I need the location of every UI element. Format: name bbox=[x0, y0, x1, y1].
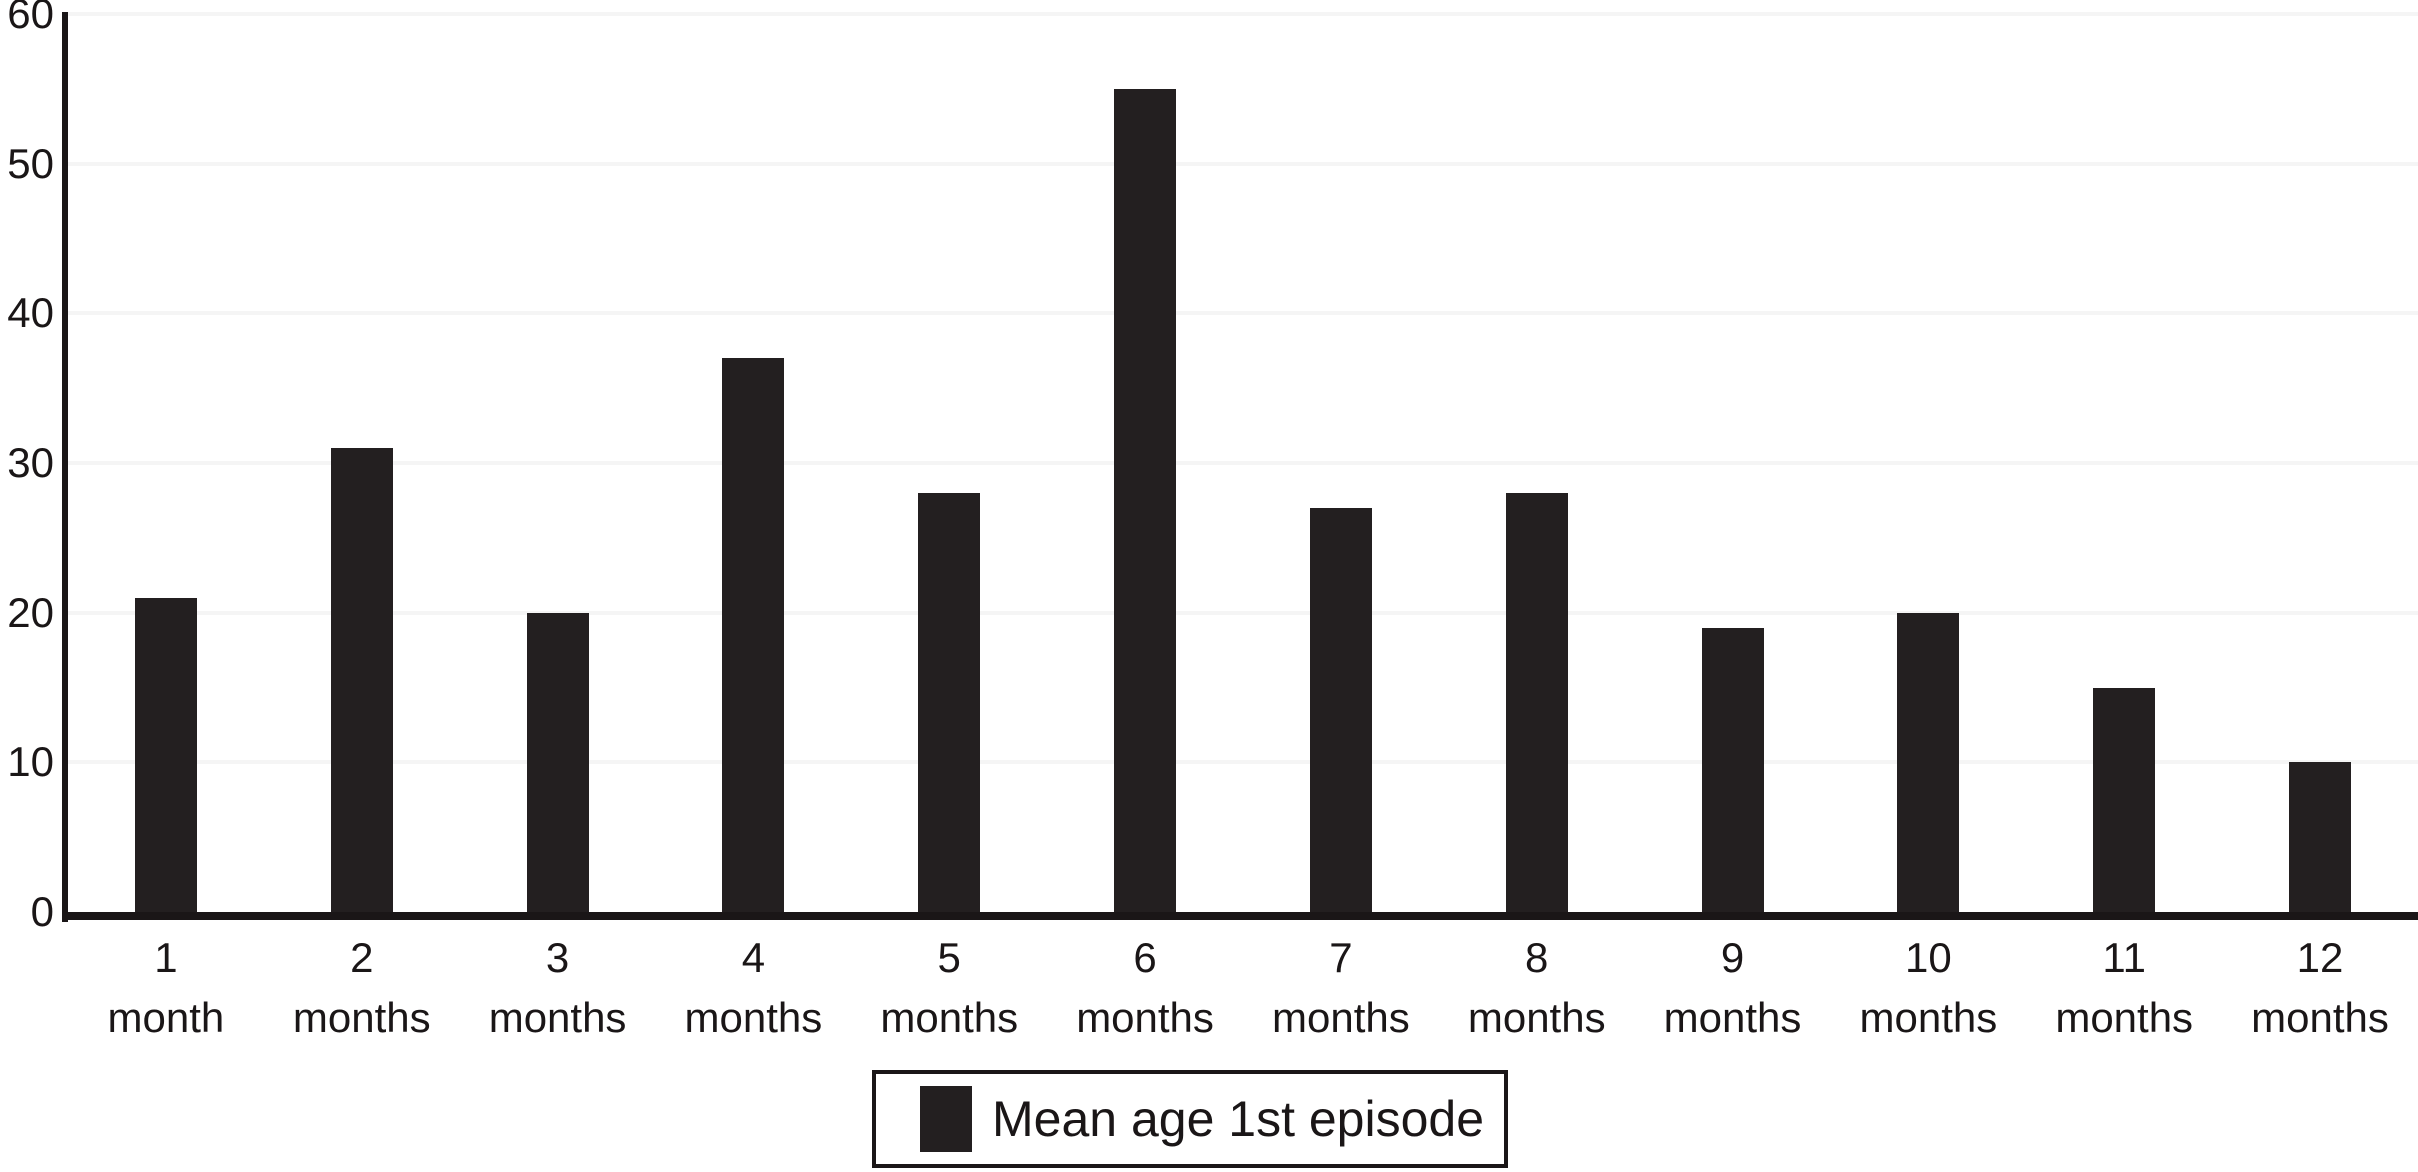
x-label-7-months: 7 months bbox=[1243, 922, 1439, 1048]
gridline-20 bbox=[68, 610, 2418, 615]
x-label-11-months: 11 months bbox=[2026, 922, 2222, 1048]
legend-swatch bbox=[920, 1086, 972, 1152]
x-label-number: 8 bbox=[1525, 934, 1549, 981]
y-axis-line bbox=[62, 12, 68, 922]
x-label-number: 2 bbox=[350, 934, 374, 981]
x-label-number: 12 bbox=[2296, 934, 2344, 981]
x-label-unit: months bbox=[880, 994, 1019, 1041]
bar-5-months bbox=[918, 492, 981, 912]
x-label-6-months: 6 months bbox=[1047, 922, 1243, 1048]
x-label-unit: months bbox=[1663, 994, 1802, 1041]
x-label-number: 9 bbox=[1720, 934, 1745, 981]
x-label-unit: months bbox=[292, 994, 431, 1041]
x-label-4-months: 4 months bbox=[655, 922, 851, 1048]
x-label-8-months: 8 months bbox=[1439, 922, 1635, 1048]
y-tick-label-20: 20 bbox=[7, 588, 54, 636]
x-label-9-months: 9 months bbox=[1635, 922, 1831, 1048]
x-label-unit: months bbox=[1859, 994, 1998, 1041]
x-label-1-month: 1 month bbox=[68, 922, 264, 1048]
x-label-unit: months bbox=[488, 994, 627, 1041]
bar-slot-6-months bbox=[1047, 14, 1243, 912]
bar-slot-8-months bbox=[1439, 14, 1635, 912]
x-label-number: 1 bbox=[154, 934, 178, 981]
bar-2-months bbox=[330, 448, 393, 912]
bar-slot-12-months bbox=[2222, 14, 2418, 912]
gridline-30 bbox=[68, 461, 2418, 465]
bar-slot-10-months bbox=[1830, 14, 2026, 912]
y-tick-label-30: 30 bbox=[7, 439, 54, 486]
x-label-unit: months bbox=[1272, 994, 1410, 1041]
x-label-number: 6 bbox=[1133, 934, 1157, 981]
x-label-number: 11 bbox=[2102, 934, 2146, 981]
bar-slot-7-months bbox=[1243, 14, 1439, 912]
bar-slot-1-month bbox=[68, 14, 264, 912]
y-tick-label-10: 10 bbox=[7, 738, 54, 786]
plot-area bbox=[62, 12, 2418, 922]
legend-label: Mean age 1st episode bbox=[992, 1091, 1485, 1147]
x-label-12-months: 12 months bbox=[2222, 922, 2418, 1048]
bar-slot-4-months bbox=[655, 14, 851, 912]
bar-slot-9-months bbox=[1635, 14, 1831, 912]
bar-3-months bbox=[526, 612, 589, 912]
gridline-10 bbox=[68, 760, 2418, 765]
x-label-2-months: 2 months bbox=[264, 922, 460, 1048]
gridline-40 bbox=[68, 311, 2418, 316]
bar-slot-5-months bbox=[851, 14, 1047, 912]
x-label-5-months: 5 months bbox=[851, 922, 1047, 1048]
x-label-unit: months bbox=[1467, 994, 1606, 1041]
x-label-number: 5 bbox=[937, 934, 961, 981]
bar-8-months bbox=[1505, 492, 1568, 912]
y-tick-label-0: 0 bbox=[30, 888, 54, 935]
y-tick-label-50: 50 bbox=[7, 139, 54, 187]
x-label-unit: months bbox=[2251, 994, 2389, 1041]
bar-12-months bbox=[2289, 762, 2352, 912]
x-label-unit: months bbox=[1076, 994, 1214, 1041]
x-label-unit: months bbox=[2055, 994, 2194, 1041]
bar-4-months bbox=[722, 358, 785, 912]
bar-7-months bbox=[1309, 507, 1372, 912]
x-label-unit: months bbox=[684, 994, 823, 1041]
legend-box: Mean age 1st episode bbox=[872, 1070, 1508, 1168]
x-label-number: 4 bbox=[741, 934, 766, 981]
x-label-3-months: 3 months bbox=[460, 922, 656, 1048]
x-label-number: 3 bbox=[545, 934, 570, 981]
x-axis-line bbox=[62, 912, 2418, 920]
gridline-50 bbox=[68, 161, 2418, 166]
bar-6-months bbox=[1114, 88, 1177, 912]
bar-9-months bbox=[1701, 627, 1764, 912]
bar-10-months bbox=[1897, 612, 1960, 912]
bar-11-months bbox=[2093, 687, 2156, 912]
bar-1-month bbox=[134, 597, 197, 912]
bar-slot-2-months bbox=[264, 14, 460, 912]
x-label-number: 10 bbox=[1905, 934, 1952, 981]
bars-container bbox=[68, 14, 2418, 912]
gridline-60 bbox=[68, 12, 2418, 16]
y-tick-label-40: 40 bbox=[7, 289, 54, 337]
x-label-number: 7 bbox=[1329, 934, 1353, 981]
y-tick-label-60: 60 bbox=[7, 0, 54, 37]
bar-slot-3-months bbox=[460, 14, 656, 912]
bar-slot-11-months bbox=[2026, 14, 2222, 912]
x-label-10-months: 10 months bbox=[1830, 922, 2026, 1048]
x-label-unit: month bbox=[107, 994, 225, 1041]
x-axis-labels: 1 month 2 months 3 months 4 months 5 months 6 month… bbox=[68, 922, 2418, 1048]
